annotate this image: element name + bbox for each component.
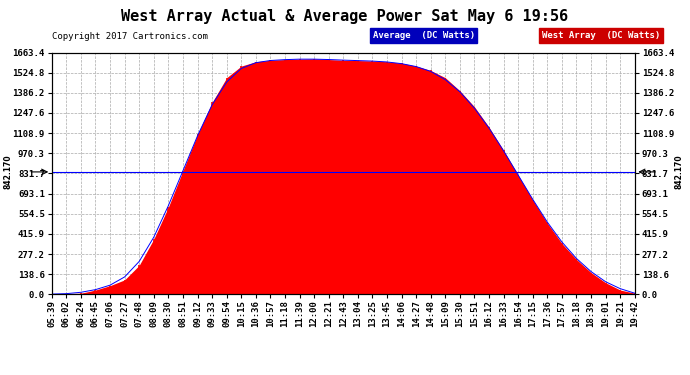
Text: 842.170: 842.170 (674, 154, 683, 189)
Text: West Array Actual & Average Power Sat May 6 19:56: West Array Actual & Average Power Sat Ma… (121, 9, 569, 24)
Text: 842.170: 842.170 (3, 154, 12, 189)
Text: Average  (DC Watts): Average (DC Watts) (373, 31, 475, 40)
Text: Copyright 2017 Cartronics.com: Copyright 2017 Cartronics.com (52, 32, 208, 41)
Text: West Array  (DC Watts): West Array (DC Watts) (542, 31, 660, 40)
